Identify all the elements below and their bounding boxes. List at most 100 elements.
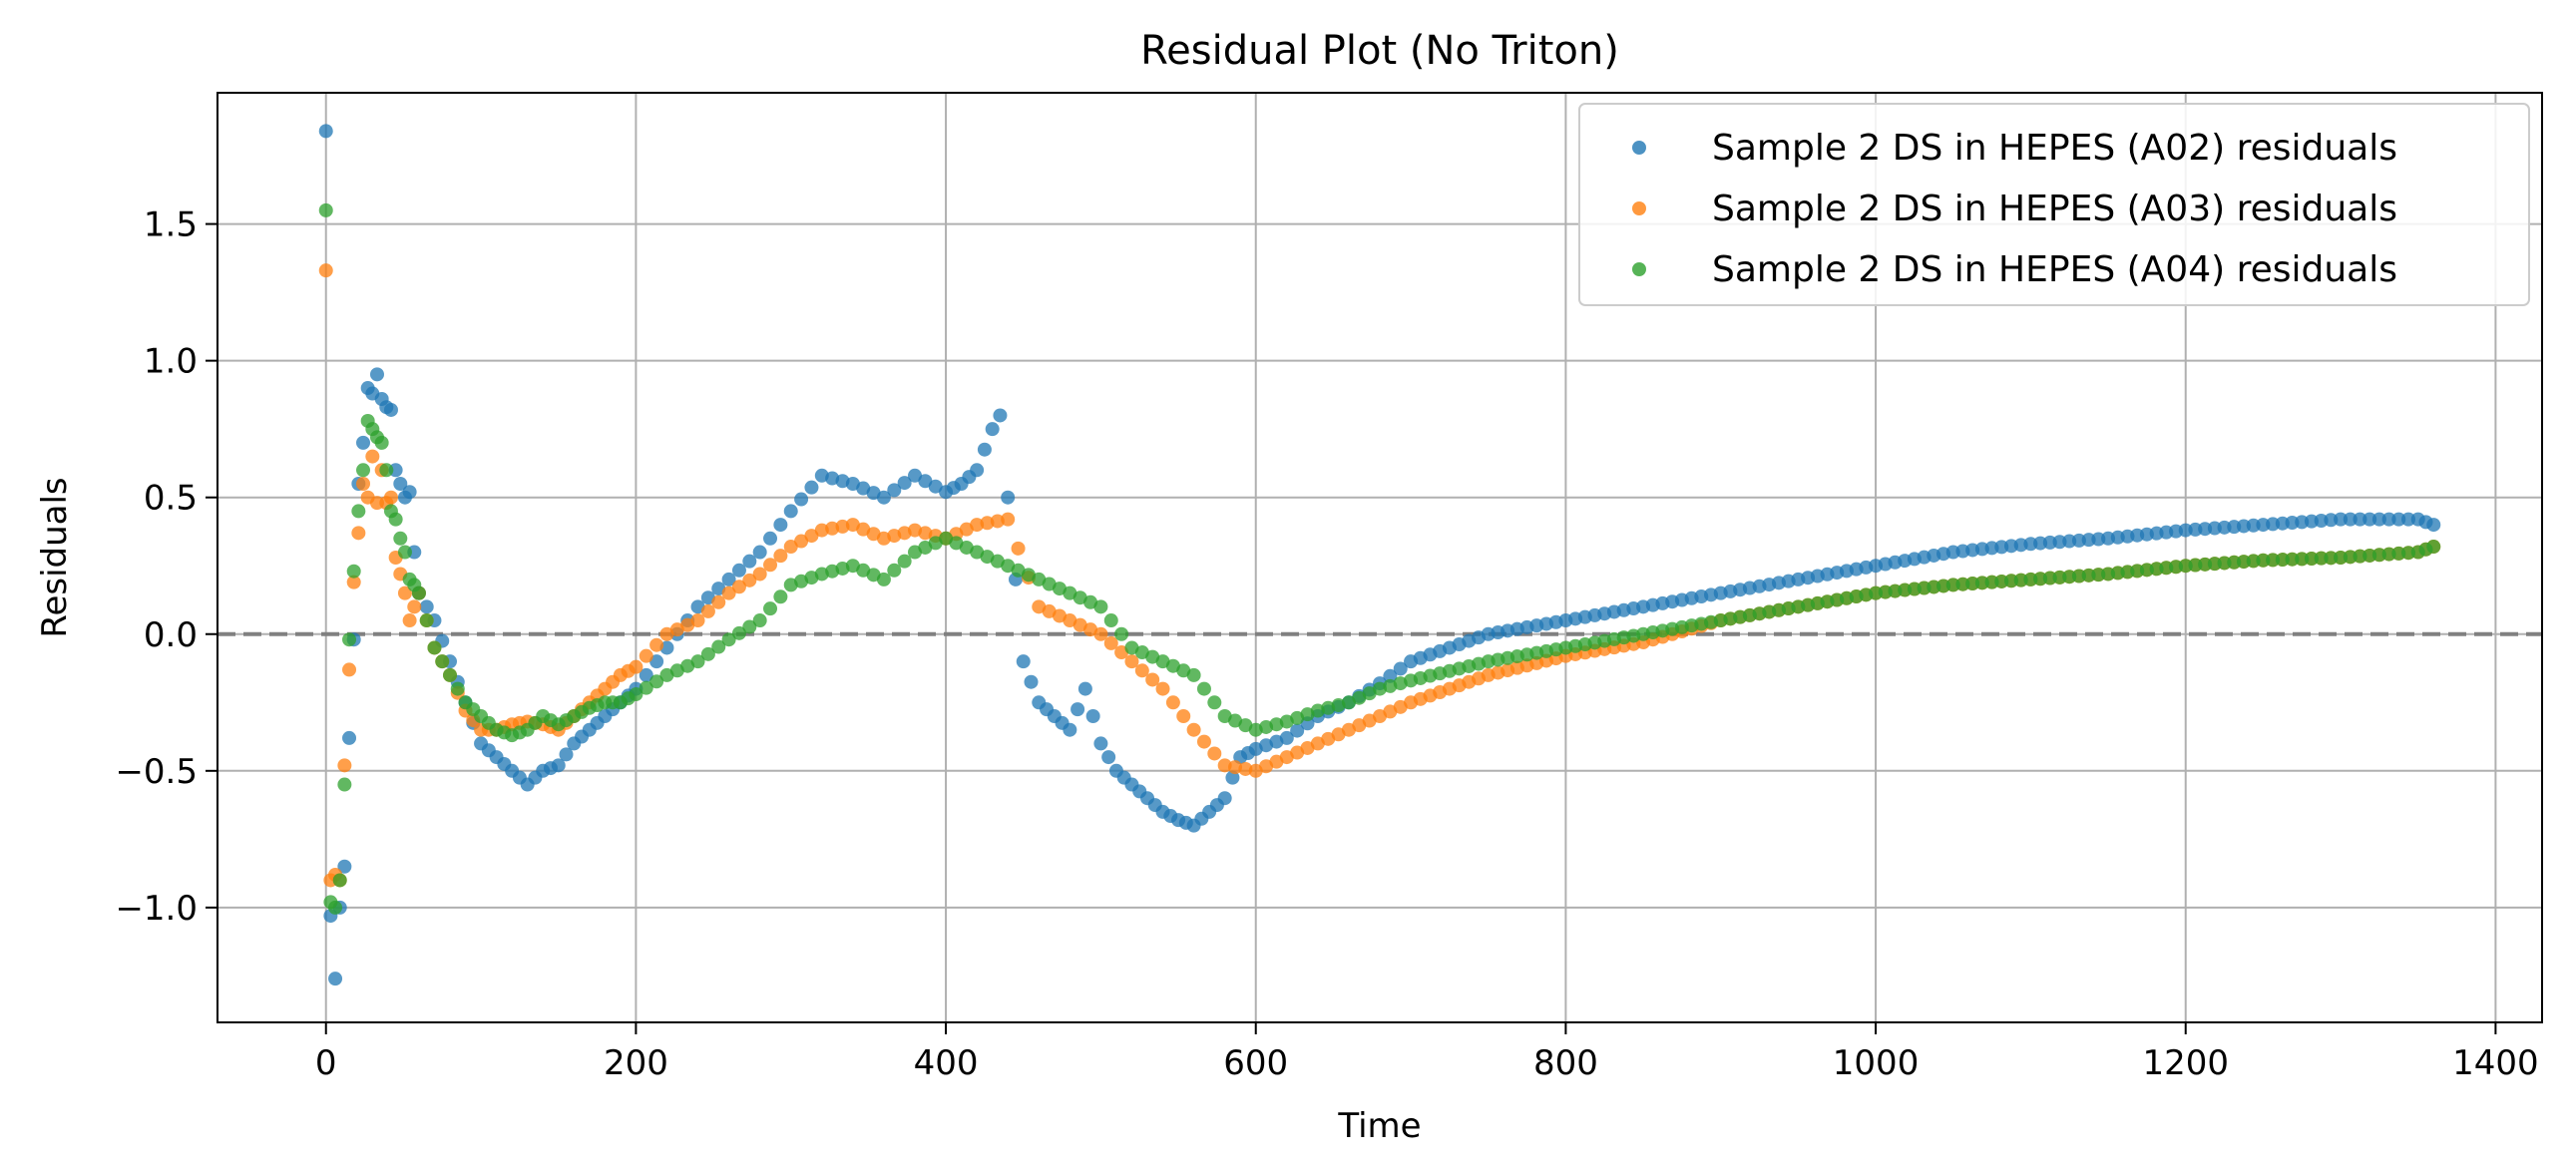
data-point xyxy=(2426,518,2441,533)
data-point xyxy=(990,514,1005,529)
data-point xyxy=(346,575,361,589)
data-point xyxy=(1207,695,1222,710)
data-point xyxy=(752,567,767,582)
series-3-points xyxy=(318,202,2441,915)
data-point xyxy=(379,463,394,478)
data-point xyxy=(1016,654,1031,669)
data-point xyxy=(351,504,366,519)
data-point xyxy=(1103,613,1118,628)
data-point xyxy=(342,730,357,745)
data-point xyxy=(342,662,357,677)
data-point xyxy=(369,367,384,382)
chart-title: Residual Plot (No Triton) xyxy=(1140,28,1619,74)
data-point xyxy=(773,589,788,604)
data-point xyxy=(763,601,778,616)
data-point xyxy=(887,563,902,578)
x-tick-label: 800 xyxy=(1533,1043,1598,1083)
data-point xyxy=(804,480,819,495)
data-point xyxy=(342,632,357,647)
data-point xyxy=(711,594,726,609)
data-point xyxy=(1155,681,1170,696)
data-point xyxy=(649,674,664,689)
data-point xyxy=(721,572,736,587)
x-tick-label: 0 xyxy=(315,1043,337,1083)
data-point xyxy=(2381,512,2396,527)
data-point xyxy=(1114,626,1129,641)
data-point xyxy=(393,476,408,491)
data-point xyxy=(970,518,985,533)
data-point xyxy=(1145,672,1160,687)
data-points xyxy=(318,124,2441,986)
data-point xyxy=(356,476,371,491)
legend-marker xyxy=(1632,262,1646,276)
data-point xyxy=(318,263,333,278)
data-point xyxy=(1085,708,1100,723)
data-point xyxy=(397,545,412,560)
data-point xyxy=(783,504,798,519)
data-point xyxy=(419,599,434,614)
data-point xyxy=(1279,730,1294,745)
data-point xyxy=(1217,791,1232,806)
data-point xyxy=(383,490,398,505)
data-point xyxy=(876,490,891,505)
data-point xyxy=(1383,668,1398,683)
data-point xyxy=(318,124,333,139)
data-point xyxy=(721,632,736,647)
data-point xyxy=(365,449,380,464)
data-point xyxy=(1225,770,1240,785)
data-point xyxy=(1093,626,1108,641)
y-tick-label: 0.5 xyxy=(144,479,198,519)
data-point xyxy=(1124,654,1139,669)
data-point xyxy=(731,625,746,640)
data-point xyxy=(559,747,574,762)
legend-label: Sample 2 DS in HEPES (A02) residuals xyxy=(1712,128,2397,169)
data-point xyxy=(794,492,809,507)
data-point xyxy=(742,619,757,634)
data-point xyxy=(649,654,664,669)
data-point xyxy=(887,483,902,498)
y-axis-label: Residuals xyxy=(35,477,75,637)
data-point xyxy=(876,572,891,587)
data-point xyxy=(993,408,1008,423)
data-point xyxy=(337,777,352,792)
data-point xyxy=(2353,512,2367,527)
data-point xyxy=(2343,512,2358,527)
data-point xyxy=(804,529,819,544)
data-point xyxy=(1393,661,1408,676)
data-point xyxy=(629,687,644,702)
data-point xyxy=(1196,734,1211,749)
data-point xyxy=(1290,723,1305,738)
data-point xyxy=(450,681,465,696)
data-point xyxy=(731,580,746,594)
data-point xyxy=(374,435,389,450)
data-point xyxy=(318,202,333,217)
data-point xyxy=(928,479,943,494)
axes-frame xyxy=(216,92,2543,1023)
data-point xyxy=(397,586,412,600)
data-point xyxy=(402,613,417,628)
data-point xyxy=(763,531,778,546)
data-point xyxy=(2371,512,2386,527)
data-point xyxy=(1024,674,1039,689)
data-point xyxy=(897,476,912,491)
data-point xyxy=(742,554,757,569)
data-point xyxy=(1093,599,1108,614)
data-point xyxy=(1238,761,1253,776)
data-point xyxy=(1101,750,1116,765)
data-point xyxy=(1093,736,1108,751)
data-point xyxy=(1077,681,1092,696)
data-point xyxy=(1103,635,1118,650)
data-point xyxy=(407,599,422,614)
data-point xyxy=(639,680,653,695)
data-point xyxy=(980,516,995,531)
data-point xyxy=(337,758,352,773)
data-point xyxy=(419,613,434,628)
data-point xyxy=(690,613,705,628)
data-point xyxy=(2391,512,2406,527)
data-point xyxy=(1001,490,1016,505)
data-point xyxy=(711,639,726,654)
y-tick-label: −1.0 xyxy=(115,889,198,929)
data-point xyxy=(897,554,912,569)
